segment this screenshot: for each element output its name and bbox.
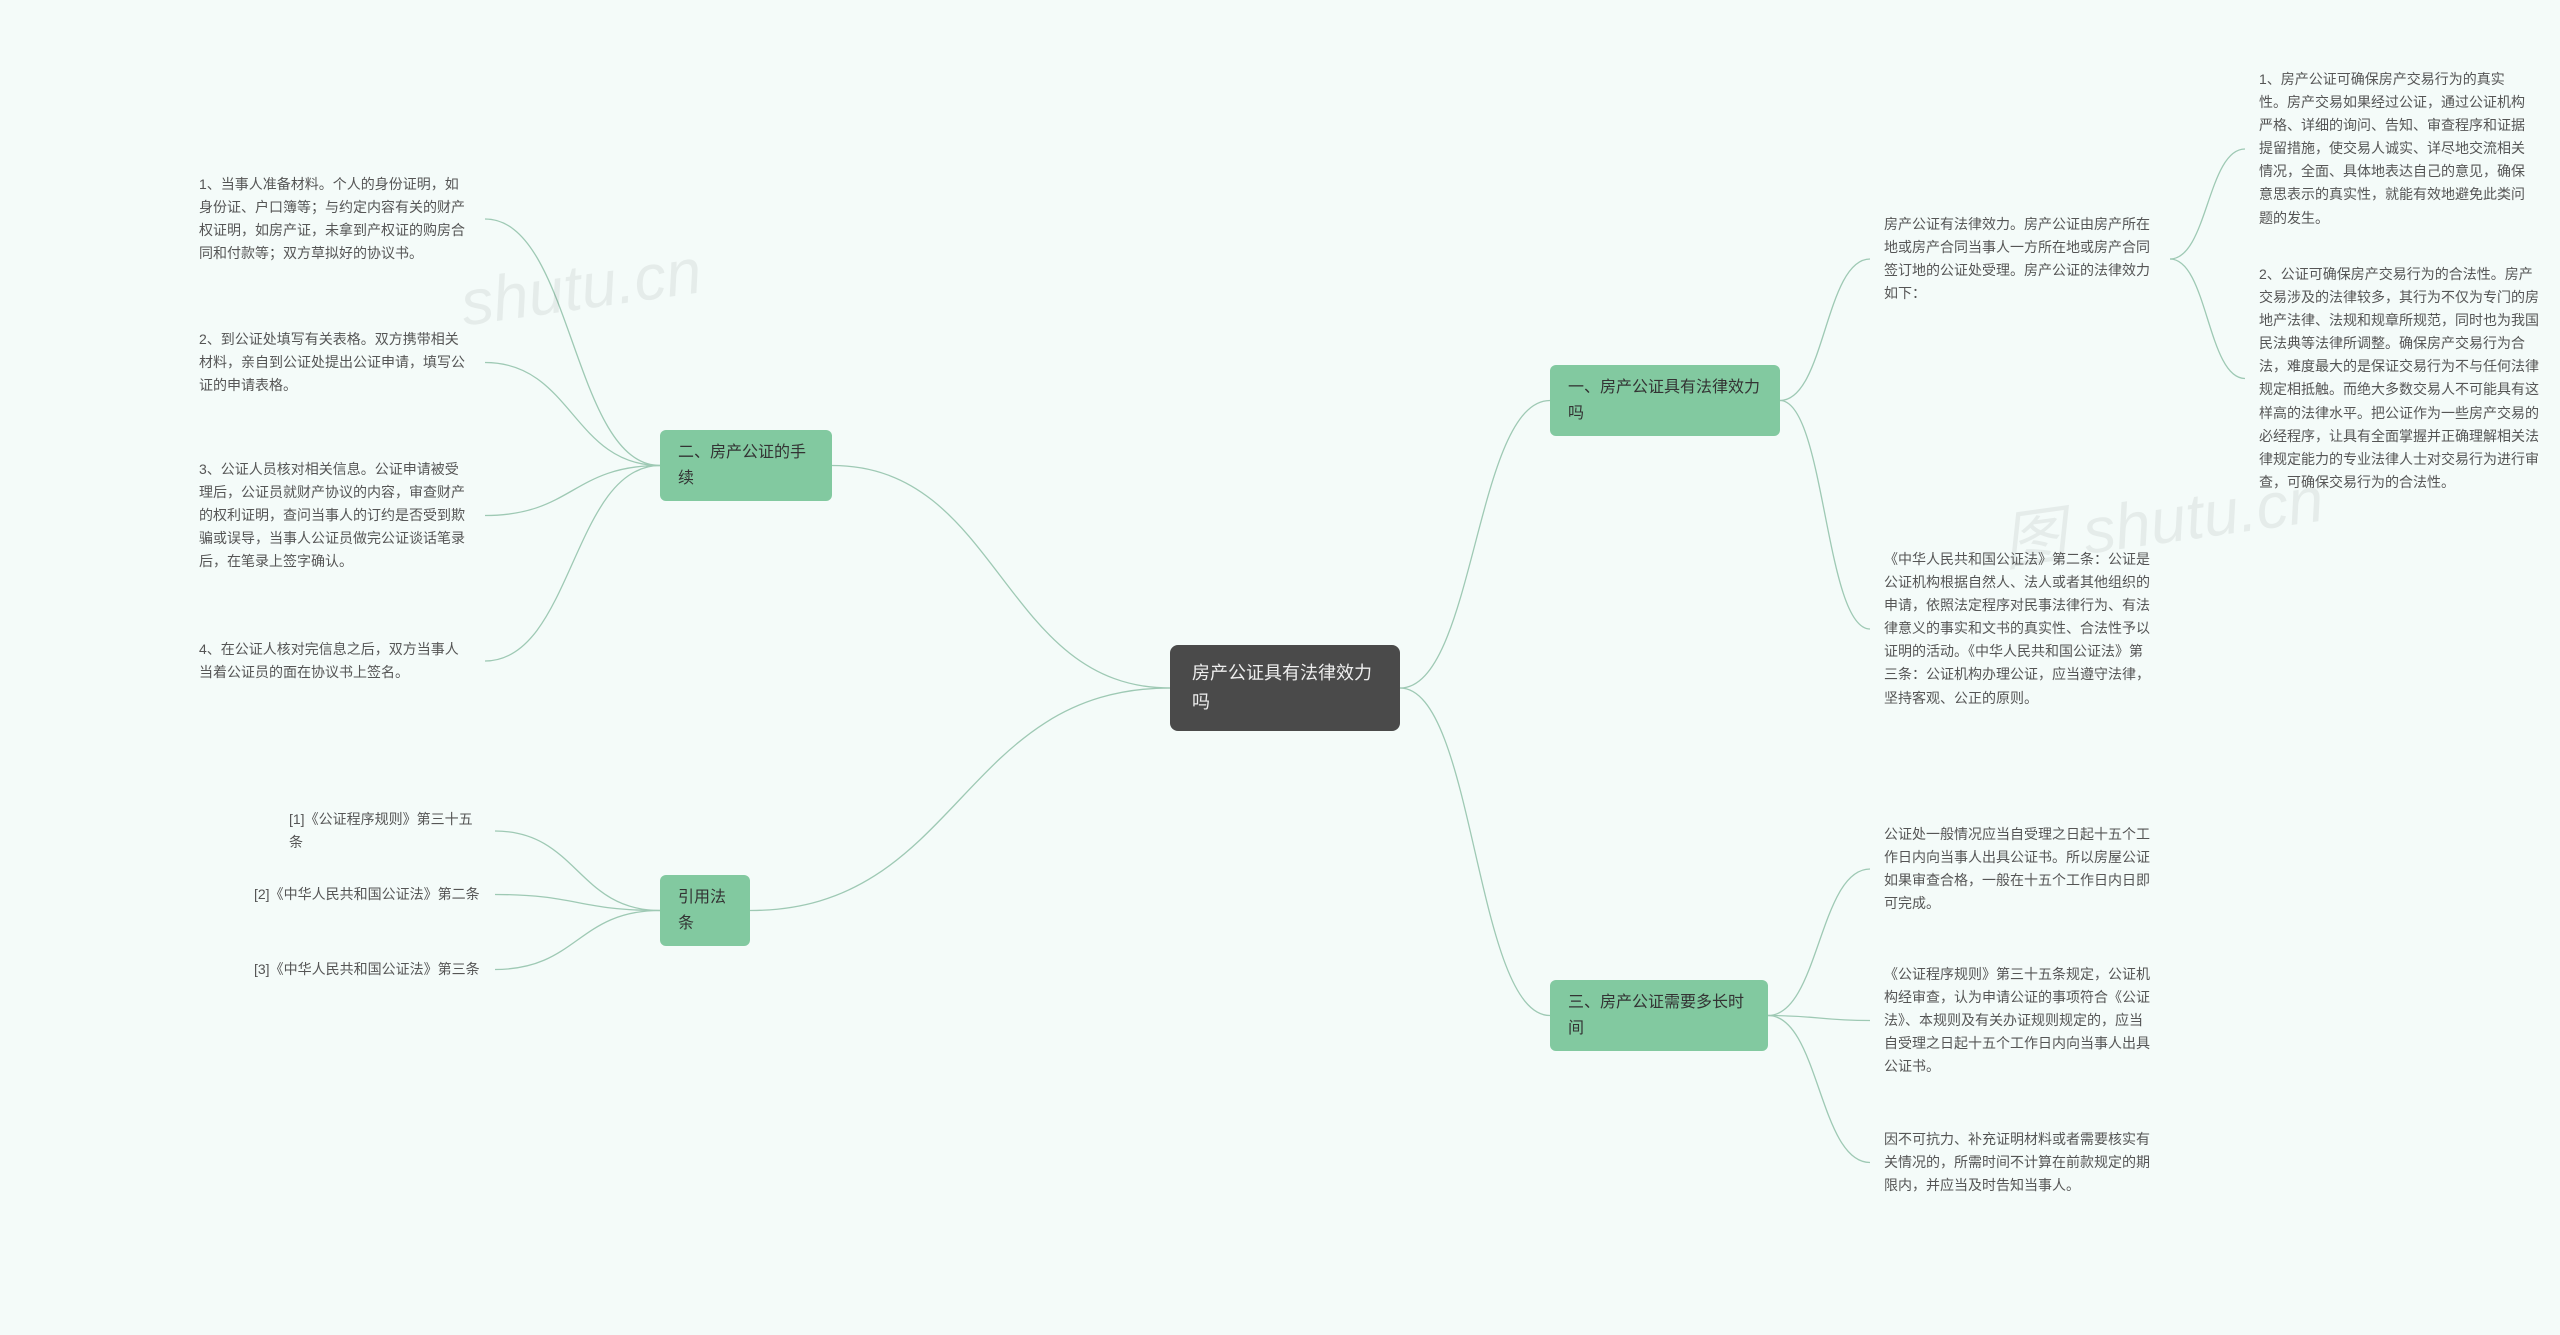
mindmap-canvas: shutu.cn 图 shutu.cn 房产公证具有法律效力吗 一、房产公证具有… <box>0 0 2560 1335</box>
leaf-s2-step4: 4、在公证人核对完信息之后，双方当事人当着公证员的面在协议书上签名。 <box>185 630 485 692</box>
leaf-ref-2: [2]《中华人民共和国公证法》第二条 <box>240 875 495 914</box>
hub-section-3[interactable]: 三、房产公证需要多长时间 <box>1550 980 1768 1051</box>
leaf-s3-c: 因不可抗力、补充证明材料或者需要核实有关情况的，所需时间不计算在前款规定的期限内… <box>1870 1120 2170 1205</box>
leaf-s2-step2: 2、到公证处填写有关表格。双方携带相关材料，亲自到公证处提出公证申请，填写公证的… <box>185 320 485 405</box>
center-topic[interactable]: 房产公证具有法律效力吗 <box>1170 645 1400 731</box>
leaf-s1-point1: 1、房产公证可确保房产交易行为的真实性。房产交易如果经过公证，通过公证机构严格、… <box>2245 60 2545 238</box>
leaf-ref-3: [3]《中华人民共和国公证法》第三条 <box>240 950 495 989</box>
hub-section-1[interactable]: 一、房产公证具有法律效力吗 <box>1550 365 1780 436</box>
leaf-s2-step1: 1、当事人准备材料。个人的身份证明，如身份证、户口簿等；与约定内容有关的财产权证… <box>185 165 485 273</box>
leaf-s2-step3: 3、公证人员核对相关信息。公证申请被受理后，公证员就财产协议的内容，审查财产的权… <box>185 450 485 581</box>
watermark-1: shutu.cn <box>456 234 706 341</box>
leaf-s1-intro: 房产公证有法律效力。房产公证由房产所在地或房产合同当事人一方所在地或房产合同签订… <box>1870 205 2170 313</box>
leaf-ref-1: [1]《公证程序规则》第三十五条 <box>275 800 495 862</box>
hub-references[interactable]: 引用法条 <box>660 875 750 946</box>
leaf-s1-law: 《中华人民共和国公证法》第二条：公证是公证机构根据自然人、法人或者其他组织的申请… <box>1870 540 2170 718</box>
hub-section-2[interactable]: 二、房产公证的手续 <box>660 430 832 501</box>
leaf-s3-b: 《公证程序规则》第三十五条规定，公证机构经审查，认为申请公证的事项符合《公证法》… <box>1870 955 2170 1086</box>
leaf-s3-a: 公证处一般情况应当自受理之日起十五个工作日内向当事人出具公证书。所以房屋公证如果… <box>1870 815 2170 923</box>
leaf-s1-point2: 2、公证可确保房产交易行为的合法性。房产交易涉及的法律较多，其行为不仅为专门的房… <box>2245 255 2555 502</box>
